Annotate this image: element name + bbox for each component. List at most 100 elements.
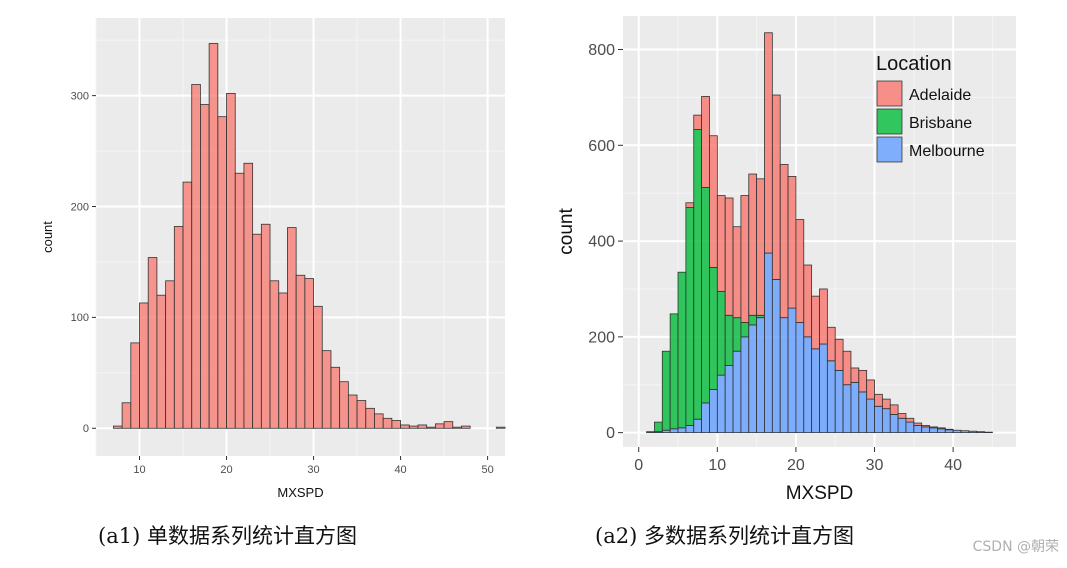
bar bbox=[165, 280, 175, 429]
chart-1: 10 20 30 40 50 0 100 200 300 MXSPD count bbox=[40, 18, 506, 500]
x-axis-label: MXSPD bbox=[786, 483, 854, 504]
bar-melbourne bbox=[724, 365, 734, 434]
bar-brisbane bbox=[693, 129, 702, 420]
bar bbox=[173, 226, 184, 429]
bar-adelaide bbox=[937, 427, 946, 430]
bar bbox=[260, 223, 271, 429]
bar-melbourne bbox=[693, 418, 702, 434]
bar-melbourne bbox=[881, 408, 891, 434]
bar-brisbane bbox=[685, 207, 695, 426]
bar-brisbane bbox=[740, 322, 750, 338]
caption-a2: (a2) 多数据系列统计直方图 bbox=[595, 524, 854, 548]
y-axis-label: count bbox=[40, 221, 55, 253]
bar-adelaide bbox=[795, 219, 805, 323]
bar-melbourne bbox=[764, 252, 773, 434]
bar-adelaide bbox=[701, 96, 710, 188]
bar bbox=[321, 350, 332, 429]
bar-melbourne bbox=[732, 350, 742, 434]
bar-adelaide bbox=[771, 94, 781, 280]
bar-adelaide bbox=[732, 226, 742, 319]
bar-melbourne bbox=[921, 426, 930, 434]
y-tick-label: 300 bbox=[71, 90, 89, 102]
bar-melbourne bbox=[952, 429, 962, 434]
bar-adelaide bbox=[866, 379, 875, 400]
y-axis-label: count bbox=[556, 208, 577, 255]
bar bbox=[156, 294, 167, 429]
bar-melbourne bbox=[811, 348, 820, 434]
bar-brisbane bbox=[724, 314, 734, 366]
bar-melbourne bbox=[779, 317, 789, 434]
x-tick-label: 30 bbox=[866, 457, 884, 474]
bar bbox=[295, 274, 306, 429]
bar-adelaide bbox=[834, 338, 844, 371]
bar-melbourne bbox=[677, 427, 687, 434]
legend-label-melbourne: Melbourne bbox=[909, 143, 985, 160]
bar-melbourne bbox=[968, 430, 978, 434]
bar bbox=[208, 43, 219, 429]
bar bbox=[269, 280, 280, 429]
legend-title: Location bbox=[876, 53, 952, 75]
legend: Location Adelaide Brisbane Melbourne bbox=[876, 53, 985, 163]
bar bbox=[330, 366, 341, 429]
bar-melbourne bbox=[748, 324, 758, 434]
bar-brisbane bbox=[701, 187, 710, 404]
bar-brisbane bbox=[716, 290, 726, 376]
bar-melbourne bbox=[795, 322, 805, 434]
bar bbox=[374, 413, 384, 429]
x-tick-label: 40 bbox=[944, 457, 962, 474]
bar-melbourne bbox=[889, 414, 899, 434]
bar-adelaide bbox=[748, 173, 758, 316]
x-axis-label: MXSPD bbox=[277, 485, 323, 500]
bar-brisbane bbox=[748, 314, 758, 326]
x-tick-label: 0 bbox=[634, 457, 643, 474]
bar-melbourne bbox=[756, 317, 765, 434]
bar-melbourne bbox=[826, 360, 836, 434]
bar bbox=[200, 104, 210, 429]
bar-adelaide bbox=[764, 32, 773, 254]
bar-melbourne bbox=[716, 374, 726, 434]
bar-adelaide bbox=[881, 398, 891, 410]
bar-melbourne bbox=[850, 381, 860, 434]
bar-adelaide bbox=[858, 369, 868, 393]
bar-melbourne bbox=[937, 428, 946, 434]
y-tick-label: 200 bbox=[588, 329, 615, 346]
bar-adelaide bbox=[756, 178, 765, 316]
y-tick-label: 0 bbox=[606, 425, 615, 442]
x-tick-label: 20 bbox=[220, 464, 232, 476]
bar bbox=[461, 425, 471, 429]
bar bbox=[278, 292, 288, 429]
bar-melbourne bbox=[740, 336, 750, 434]
bar-adelaide bbox=[779, 164, 789, 319]
bar-melbourne bbox=[897, 417, 907, 434]
bar bbox=[426, 426, 436, 429]
bar-melbourne bbox=[771, 278, 781, 434]
bar-melbourne bbox=[960, 430, 970, 434]
bar bbox=[495, 426, 506, 429]
x-tick-label: 20 bbox=[787, 457, 805, 474]
bar bbox=[243, 162, 254, 429]
bar bbox=[434, 423, 445, 429]
bar-melbourne bbox=[874, 405, 883, 434]
y-tick-label: 600 bbox=[588, 138, 615, 155]
bar-adelaide bbox=[874, 393, 883, 407]
bar bbox=[365, 407, 375, 429]
bar bbox=[400, 424, 410, 429]
x-tick-label: 10 bbox=[708, 457, 726, 474]
bar bbox=[304, 278, 314, 429]
legend-key-adelaide bbox=[876, 80, 903, 107]
bar-adelaide bbox=[921, 425, 930, 428]
bar bbox=[391, 420, 401, 429]
bar-brisbane bbox=[669, 313, 679, 430]
bar bbox=[121, 402, 132, 429]
bar-brisbane bbox=[677, 271, 687, 429]
bar-adelaide bbox=[787, 176, 797, 309]
bar bbox=[452, 426, 462, 429]
x-tick-label: 50 bbox=[481, 464, 493, 476]
bar-melbourne bbox=[842, 384, 852, 434]
y-tick-label: 800 bbox=[588, 42, 615, 59]
bar-melbourne bbox=[866, 398, 875, 434]
bar-brisbane bbox=[661, 350, 671, 431]
bar-brisbane bbox=[654, 421, 663, 433]
bar-adelaide bbox=[811, 295, 820, 350]
bar bbox=[234, 172, 245, 429]
